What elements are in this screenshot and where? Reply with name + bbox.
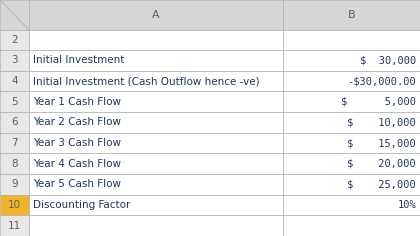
Bar [0,91,29,112]
Bar [0,215,29,236]
Text: $    10,000: $ 10,000 [347,118,416,127]
Bar [283,153,420,174]
Text: 5: 5 [11,97,18,107]
Text: Initial Investment: Initial Investment [33,55,124,65]
Bar [29,91,283,112]
Bar [283,133,420,153]
Bar [29,153,283,174]
Bar [283,71,420,92]
Text: 10%: 10% [397,200,416,210]
Text: Year 3 Cash Flow: Year 3 Cash Flow [33,138,121,148]
Bar [29,112,283,133]
Text: Year 5 Cash Flow: Year 5 Cash Flow [33,179,121,189]
Text: 9: 9 [11,179,18,189]
Bar [29,50,283,71]
Bar [283,91,420,112]
Text: A: A [152,10,160,20]
Text: Year 4 Cash Flow: Year 4 Cash Flow [33,159,121,169]
Text: $      5,000: $ 5,000 [341,97,416,107]
Bar [283,30,420,50]
Bar [0,153,29,174]
Bar [0,30,29,50]
Text: Year 1 Cash Flow: Year 1 Cash Flow [33,97,121,107]
Bar [0,0,29,30]
Bar [0,174,29,195]
Bar [283,50,420,71]
Bar [0,133,29,153]
Text: 3: 3 [11,55,18,65]
Text: -$30,000.00: -$30,000.00 [347,76,416,86]
Text: 8: 8 [11,159,18,169]
Text: 4: 4 [11,76,18,86]
Bar [29,195,283,215]
Bar [0,195,29,215]
Text: 2: 2 [11,35,18,45]
Bar [29,30,283,50]
Bar [29,215,283,236]
Bar [283,215,420,236]
Bar [0,112,29,133]
Text: Year 2 Cash Flow: Year 2 Cash Flow [33,118,121,127]
Text: $  30,000: $ 30,000 [360,55,416,65]
Text: Discounting Factor: Discounting Factor [33,200,130,210]
Bar [0,50,29,71]
Bar [29,71,283,92]
Text: $    25,000: $ 25,000 [347,179,416,189]
Text: Initial Investment (Cash Outflow hence -ve): Initial Investment (Cash Outflow hence -… [33,76,259,86]
Bar [29,174,283,195]
Bar [29,133,283,153]
Bar [283,195,420,215]
Text: B: B [348,10,355,20]
Bar [0,71,29,92]
Text: $    20,000: $ 20,000 [347,159,416,169]
Bar [283,0,420,30]
Text: 6: 6 [11,118,18,127]
Bar [283,112,420,133]
Text: $    15,000: $ 15,000 [347,138,416,148]
Text: 11: 11 [8,221,21,231]
Bar [29,0,283,30]
Text: 7: 7 [11,138,18,148]
Bar [283,174,420,195]
Text: 10: 10 [8,200,21,210]
